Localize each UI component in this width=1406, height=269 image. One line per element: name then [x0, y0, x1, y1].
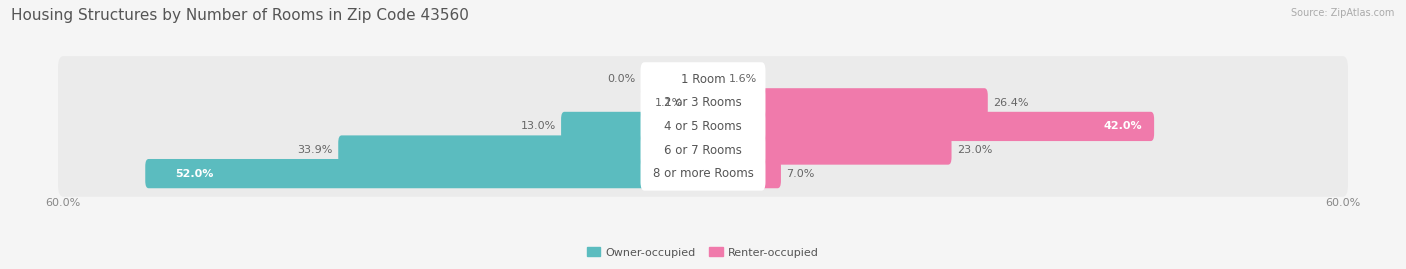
- Text: 52.0%: 52.0%: [176, 169, 214, 179]
- FancyBboxPatch shape: [700, 135, 952, 165]
- Text: 1.6%: 1.6%: [728, 74, 756, 84]
- FancyBboxPatch shape: [58, 150, 1348, 197]
- Text: 42.0%: 42.0%: [1104, 121, 1142, 132]
- FancyBboxPatch shape: [700, 159, 780, 188]
- Text: 26.4%: 26.4%: [993, 98, 1029, 108]
- Text: 0.0%: 0.0%: [607, 74, 636, 84]
- Legend: Owner-occupied, Renter-occupied: Owner-occupied, Renter-occupied: [582, 243, 824, 262]
- FancyBboxPatch shape: [145, 159, 706, 188]
- FancyBboxPatch shape: [58, 56, 1348, 102]
- Text: 7.0%: 7.0%: [786, 169, 814, 179]
- FancyBboxPatch shape: [700, 88, 988, 118]
- FancyBboxPatch shape: [339, 135, 706, 165]
- FancyBboxPatch shape: [700, 112, 1154, 141]
- FancyBboxPatch shape: [641, 109, 765, 143]
- FancyBboxPatch shape: [700, 65, 723, 94]
- Text: 2 or 3 Rooms: 2 or 3 Rooms: [664, 96, 742, 109]
- Text: Source: ZipAtlas.com: Source: ZipAtlas.com: [1291, 8, 1395, 18]
- Text: 1.1%: 1.1%: [654, 98, 683, 108]
- Text: 13.0%: 13.0%: [520, 121, 555, 132]
- FancyBboxPatch shape: [688, 88, 706, 118]
- FancyBboxPatch shape: [641, 86, 765, 120]
- FancyBboxPatch shape: [58, 127, 1348, 173]
- Text: 8 or more Rooms: 8 or more Rooms: [652, 167, 754, 180]
- FancyBboxPatch shape: [641, 157, 765, 191]
- Text: 23.0%: 23.0%: [956, 145, 993, 155]
- FancyBboxPatch shape: [58, 80, 1348, 126]
- Text: 6 or 7 Rooms: 6 or 7 Rooms: [664, 144, 742, 157]
- FancyBboxPatch shape: [58, 103, 1348, 150]
- Text: Housing Structures by Number of Rooms in Zip Code 43560: Housing Structures by Number of Rooms in…: [11, 8, 470, 23]
- FancyBboxPatch shape: [641, 62, 765, 96]
- Text: 33.9%: 33.9%: [298, 145, 333, 155]
- Text: 4 or 5 Rooms: 4 or 5 Rooms: [664, 120, 742, 133]
- FancyBboxPatch shape: [561, 112, 706, 141]
- Text: 1 Room: 1 Room: [681, 73, 725, 86]
- FancyBboxPatch shape: [641, 133, 765, 167]
